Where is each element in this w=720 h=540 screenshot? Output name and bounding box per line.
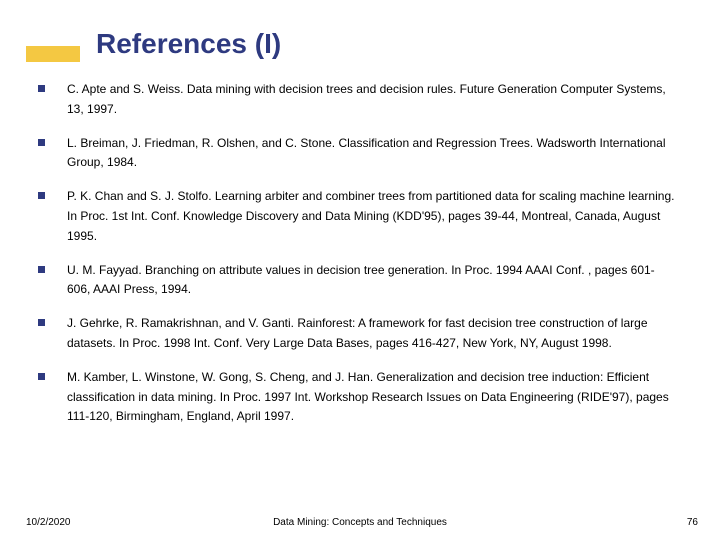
- bullet-icon: [38, 319, 45, 326]
- footer: 10/2/2020 Data Mining: Concepts and Tech…: [0, 517, 720, 528]
- reference-text: L. Breiman, J. Friedman, R. Olshen, and …: [67, 134, 678, 174]
- list-item: P. K. Chan and S. J. Stolfo. Learning ar…: [38, 187, 678, 246]
- reference-text: P. K. Chan and S. J. Stolfo. Learning ar…: [67, 187, 678, 246]
- accent-bar: [26, 46, 80, 62]
- bullet-icon: [38, 373, 45, 380]
- list-item: J. Gehrke, R. Ramakrishnan, and V. Ganti…: [38, 314, 678, 354]
- bullet-icon: [38, 85, 45, 92]
- list-item: M. Kamber, L. Winstone, W. Gong, S. Chen…: [38, 368, 678, 427]
- bullet-icon: [38, 192, 45, 199]
- list-item: C. Apte and S. Weiss. Data mining with d…: [38, 80, 678, 120]
- footer-date: 10/2/2020: [26, 517, 71, 528]
- bullet-icon: [38, 139, 45, 146]
- footer-title: Data Mining: Concepts and Techniques: [273, 517, 447, 528]
- bullet-icon: [38, 266, 45, 273]
- reference-text: M. Kamber, L. Winstone, W. Gong, S. Chen…: [67, 368, 678, 427]
- reference-text: J. Gehrke, R. Ramakrishnan, and V. Ganti…: [67, 314, 678, 354]
- page-title: References (I): [96, 28, 281, 60]
- list-item: L. Breiman, J. Friedman, R. Olshen, and …: [38, 134, 678, 174]
- list-item: U. M. Fayyad. Branching on attribute val…: [38, 261, 678, 301]
- reference-text: C. Apte and S. Weiss. Data mining with d…: [67, 80, 678, 120]
- footer-page-number: 76: [687, 517, 698, 528]
- references-list: C. Apte and S. Weiss. Data mining with d…: [38, 80, 678, 441]
- reference-text: U. M. Fayyad. Branching on attribute val…: [67, 261, 678, 301]
